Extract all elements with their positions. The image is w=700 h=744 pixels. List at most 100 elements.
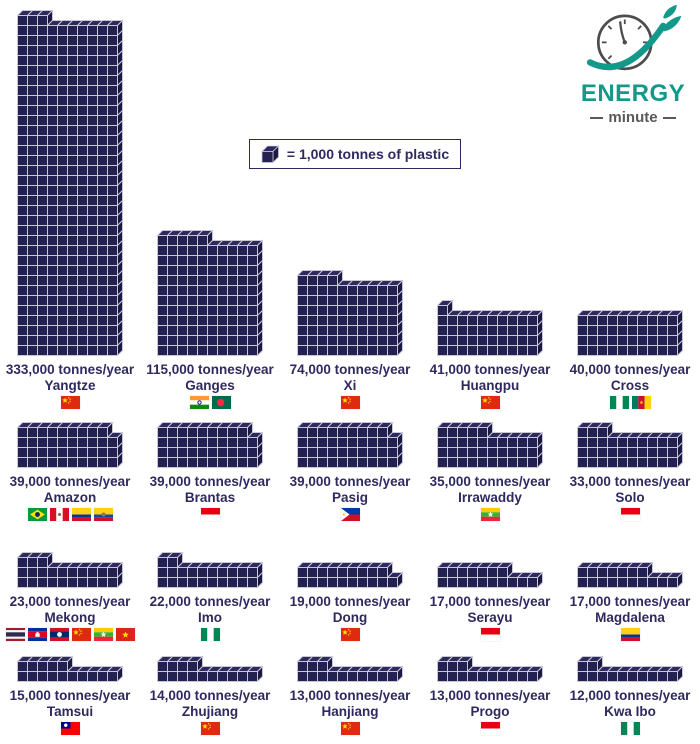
river-flags bbox=[480, 628, 500, 642]
river-value: 23,000 tonnes/year bbox=[9, 594, 131, 609]
river-flags bbox=[620, 722, 640, 736]
stack-area bbox=[17, 8, 123, 356]
river-value: 39,000 tonnes/year bbox=[289, 474, 411, 489]
flag-cambodia bbox=[27, 628, 47, 642]
flag-colombia bbox=[620, 628, 640, 642]
stack-area bbox=[577, 8, 683, 356]
river-name: Magdalena bbox=[595, 609, 665, 625]
river-item-tamsui: 15,000 tonnes/year Tamsui bbox=[0, 654, 140, 736]
clock-leaf-icon bbox=[586, 4, 682, 71]
river-flags bbox=[189, 396, 231, 410]
flag-china bbox=[340, 628, 360, 642]
flag-china bbox=[340, 722, 360, 736]
river-flags bbox=[620, 508, 640, 522]
logo-dash-left bbox=[590, 116, 604, 119]
flag-indonesia bbox=[480, 722, 500, 736]
river-value: 333,000 tonnes/year bbox=[5, 362, 135, 377]
flag-nigeria bbox=[620, 722, 640, 736]
stack-area bbox=[17, 420, 123, 468]
logo-sub-label: minute bbox=[608, 109, 658, 126]
cube-stack bbox=[437, 562, 543, 588]
cube-stack bbox=[297, 270, 403, 356]
river-flags bbox=[60, 722, 80, 736]
flag-nigeria bbox=[200, 628, 220, 642]
river-name: Dong bbox=[332, 609, 368, 625]
energy-minute-logo: ENERGY minute bbox=[570, 4, 696, 126]
river-name: Ganges bbox=[185, 377, 235, 393]
river-name: Tamsui bbox=[46, 703, 94, 719]
river-item-solo: 33,000 tonnes/year Solo bbox=[560, 420, 700, 522]
river-item-dong: 19,000 tonnes/year Dong bbox=[280, 550, 420, 642]
stack-area bbox=[437, 654, 543, 682]
cube-stack bbox=[577, 656, 683, 682]
chart-row-1: 333,000 tonnes/year Yangtze 115,000 tonnes… bbox=[0, 8, 700, 410]
chart-row-2: 39,000 tonnes/year Amazon 39,000 tonnes/ye… bbox=[0, 420, 700, 522]
cube-stack bbox=[437, 300, 543, 356]
river-value: 13,000 tonnes/year bbox=[429, 688, 551, 703]
river-item-zhujiang: 14,000 tonnes/year Zhujiang bbox=[140, 654, 280, 736]
river-value: 115,000 tonnes/year bbox=[146, 362, 274, 377]
river-value: 12,000 tonnes/year bbox=[569, 688, 691, 703]
chart-row-3: 23,000 tonnes/year Mekong 22,000 tonnes/ye… bbox=[0, 550, 700, 642]
cube-stack bbox=[157, 656, 263, 682]
river-flags bbox=[480, 396, 500, 410]
cube-stack bbox=[17, 656, 123, 682]
river-value: 22,000 tonnes/year bbox=[149, 594, 271, 609]
flag-china bbox=[340, 396, 360, 410]
stack-area bbox=[437, 420, 543, 468]
flag-brazil bbox=[27, 508, 47, 522]
flag-colombia bbox=[71, 508, 91, 522]
river-item-pasig: 39,000 tonnes/year Pasig bbox=[280, 420, 420, 522]
flag-cameroon bbox=[631, 396, 651, 410]
stack-area bbox=[297, 8, 403, 356]
stack-area bbox=[577, 550, 683, 588]
river-flags bbox=[480, 508, 500, 522]
cube-stack bbox=[157, 552, 263, 588]
river-flags bbox=[340, 508, 360, 522]
river-flags bbox=[200, 722, 220, 736]
river-name: Progo bbox=[470, 703, 510, 719]
cube-stack bbox=[297, 656, 403, 682]
river-item-progo: 13,000 tonnes/year Progo bbox=[420, 654, 560, 736]
river-name: Cross bbox=[610, 377, 650, 393]
river-flags bbox=[5, 628, 135, 642]
cube-stack bbox=[437, 656, 543, 682]
flag-laos bbox=[49, 628, 69, 642]
flag-myanmar bbox=[93, 628, 113, 642]
cube-icon bbox=[260, 144, 280, 163]
river-item-hanjiang: 13,000 tonnes/year Hanjiang bbox=[280, 654, 420, 736]
river-flags bbox=[340, 722, 360, 736]
river-flags bbox=[609, 396, 651, 410]
river-value: 39,000 tonnes/year bbox=[9, 474, 131, 489]
river-value: 35,000 tonnes/year bbox=[429, 474, 551, 489]
river-name: Imo bbox=[197, 609, 222, 625]
flag-taiwan bbox=[60, 722, 80, 736]
river-value: 33,000 tonnes/year bbox=[569, 474, 691, 489]
river-item-amazon: 39,000 tonnes/year Amazon bbox=[0, 420, 140, 522]
river-flags bbox=[480, 722, 500, 736]
river-name: Yangtze bbox=[44, 377, 96, 393]
flag-peru bbox=[49, 508, 69, 522]
stack-area bbox=[157, 654, 263, 682]
river-item-cross: 40,000 tonnes/year Cross bbox=[560, 8, 700, 410]
river-item-mekong: 23,000 tonnes/year Mekong bbox=[0, 550, 140, 642]
river-name: Serayu bbox=[467, 609, 513, 625]
cube-stack bbox=[157, 422, 263, 468]
stack-area bbox=[577, 420, 683, 468]
river-name: Solo bbox=[615, 489, 645, 505]
river-name: Amazon bbox=[43, 489, 97, 505]
river-flags bbox=[200, 628, 220, 642]
flag-indonesia bbox=[480, 628, 500, 642]
river-value: 74,000 tonnes/year bbox=[289, 362, 411, 377]
river-flags bbox=[340, 396, 360, 410]
flag-philippines bbox=[340, 508, 360, 522]
river-item-ganges: 115,000 tonnes/year Ganges bbox=[140, 8, 280, 410]
flag-china bbox=[480, 396, 500, 410]
flag-bangladesh bbox=[211, 396, 231, 410]
flag-indonesia bbox=[620, 508, 640, 522]
stack-area bbox=[157, 420, 263, 468]
flag-indonesia bbox=[200, 508, 220, 522]
stack-area bbox=[157, 8, 263, 356]
stack-area bbox=[297, 550, 403, 588]
